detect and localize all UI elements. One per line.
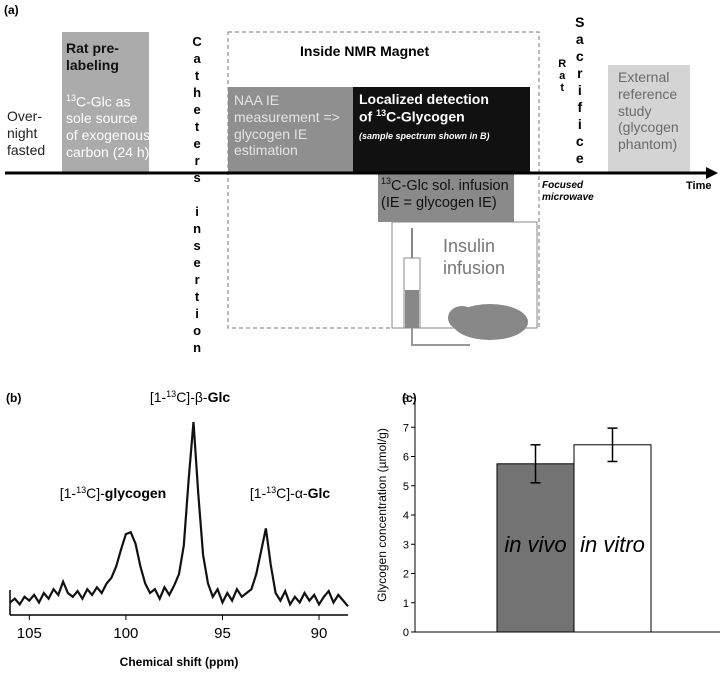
y-tick-label: 8 [403,393,409,405]
peak-label-bold: Glc [308,485,331,501]
superscript: 13 [381,176,392,186]
prelabel-body: C-Glc as sole source of exogenous carbon… [66,93,151,161]
bar [496,463,575,633]
x-tick-label: 105 [17,625,42,642]
y-axis-label: Glycogen concentration (µmol/g) [375,428,389,602]
reference-box [608,65,690,172]
microwave-text: Focused microwave [542,180,594,203]
peak-label-sup: 13 [76,485,86,495]
y-tick-label: 5 [403,481,409,493]
x-tick-label: 95 [214,625,231,642]
x-tick-label: 90 [311,625,328,642]
y-tick-label: 4 [403,510,409,522]
y-tick-label: 6 [403,452,409,464]
peak-label-pre: [1- [150,389,167,405]
y-tick-label: 0 [403,627,409,639]
superscript: 13 [376,107,387,118]
peak-label-pre: [1- [60,485,77,501]
y-tick-label: 7 [403,422,409,434]
reference-text: External reference study (glycogen phant… [618,69,679,153]
peak-label-mid: C]-β- [176,389,208,405]
bar [573,444,652,633]
time-arrowhead [706,167,718,179]
magnet-title: Inside NMR Magnet [300,43,430,59]
localized-title: Localized detection [359,91,489,107]
peak-label-bold: Glc [208,389,231,405]
bar-category-label: in vitro [580,532,645,557]
catheters-text: Catheters insertion [189,34,205,357]
fasted-text: Over- night fasted [7,108,46,158]
localized-note: (sample spectrum shown in B) [359,131,490,142]
infusion-box [378,172,514,222]
x-axis-label: Chemical shift (ppm) [120,655,239,669]
insulin-text: Insulin infusion [443,236,506,278]
localized-post: C-Glycogen [386,108,465,125]
y-tick-label: 2 [403,569,409,581]
peak-label: [1-13C]-β-Glc [150,389,231,405]
rat-text: Rat [556,58,569,94]
localized-pre: of [359,108,377,125]
peak-label-sup: 13 [266,485,276,495]
localized-box [353,87,530,172]
sacrifice-text: Sacrifice [571,14,588,167]
panel-label: (c) [402,391,417,405]
magnet-box [227,31,540,329]
syringe-rat-icon [403,228,528,346]
error-bar [530,444,541,484]
infusion-text: 13C-Glc sol. infusion (IE = glycogen IE) [381,176,515,213]
panel-label: (a) [4,3,19,17]
y-tick-label: 3 [403,539,409,551]
superscript: 13 [66,93,77,103]
time-label: Time [686,180,712,192]
peak-label-mid: C]- [86,485,105,501]
bar-category-label: in vivo [504,532,566,557]
peak-label-mid: C]-α- [276,485,308,501]
naa-text: NAA IE measurement => glycogen IE estima… [234,92,340,159]
error-bar [607,427,618,463]
peak-label-sup: 13 [166,389,176,399]
prelabel-title: Rat pre-labeling [66,40,119,73]
peak-label-bold: glycogen [105,485,166,501]
prelabel-text: 13C-Glc as sole source of exogenous carb… [66,93,152,161]
infusion-body: C-Glc sol. infusion (IE = glycogen IE) [381,177,509,212]
peak-label: [1-13C]-α-Glc [250,485,331,501]
spectrum-line [9,421,349,608]
y-tick-label: 1 [403,598,409,610]
panel-label: (b) [6,391,21,405]
x-tick-label: 100 [113,625,138,642]
prelabel-box [62,32,149,172]
localized-text: Localized detection of 13C-Glycogen (sampl… [359,91,529,142]
peak-label-pre: [1- [250,485,267,501]
peak-label: [1-13C]-glycogen [60,485,167,501]
naa-box [228,87,353,172]
